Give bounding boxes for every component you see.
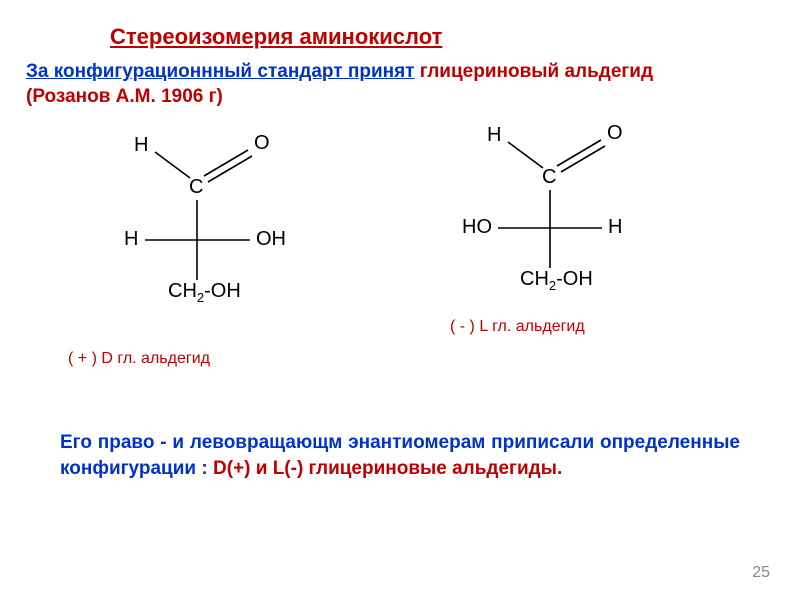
molecule-l: H O C HO H CH2-OH — [440, 120, 660, 320]
subtitle: За конфигурационнный стандарт принят гли… — [26, 60, 774, 109]
atom-h-top-d: H — [134, 134, 148, 157]
atom-c-d: C — [189, 176, 203, 199]
ch2oh-tail-l: -OH — [556, 268, 593, 290]
subtitle-blue: За конфигурационнный стандарт принят — [26, 61, 415, 82]
atom-oh-d: OH — [256, 228, 286, 251]
subtitle-red-2: (Розанов А.М. 1906 г) — [26, 86, 223, 107]
para-part2: D(+) и L(-) глицериновые альдегиды. — [213, 458, 562, 479]
atom-ho-l: HO — [462, 216, 492, 239]
atom-o-l: O — [607, 122, 623, 145]
page-title: Стереоизомерия аминокислот — [110, 24, 442, 50]
molecule-d: H O C H OH CH2-OH — [100, 130, 320, 330]
atom-h-top-l: H — [487, 124, 501, 147]
page-number: 25 — [752, 564, 770, 582]
atom-ch2oh-d: CH2-OH — [168, 280, 241, 305]
atom-h-left-d: H — [124, 228, 138, 251]
ch2oh-ch-d: CH — [168, 280, 197, 302]
atom-ch2oh-l: CH2-OH — [520, 268, 593, 293]
atom-c-l: C — [542, 166, 556, 189]
ch2oh-ch-l: CH — [520, 268, 549, 290]
body-paragraph: Его право - и левовращающм энантиомерам … — [60, 430, 740, 481]
caption-l: ( - ) L гл. альдегид — [450, 318, 585, 336]
atom-h-right-l: H — [608, 216, 622, 239]
atom-o-d: O — [254, 132, 270, 155]
ch2oh-tail-d: -OH — [204, 280, 241, 302]
caption-d: ( + ) D гл. альдегид — [68, 350, 210, 368]
subtitle-red-1b: глицериновый альдегид — [420, 61, 653, 82]
